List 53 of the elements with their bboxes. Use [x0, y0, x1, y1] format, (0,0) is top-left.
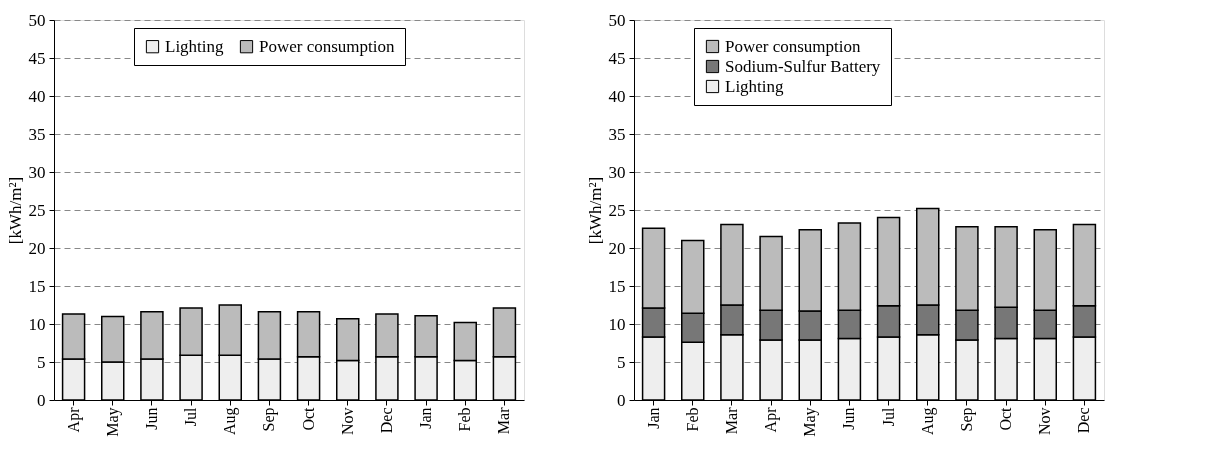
y-tick-label: 20: [608, 238, 626, 258]
x-tick-label: Apr: [64, 406, 83, 433]
x-tick-label: Dec: [377, 407, 395, 434]
y-tick-label: 0: [617, 390, 626, 410]
y-tick-label: 50: [608, 10, 626, 30]
y-axis-title: [kWh/m²]: [5, 176, 25, 245]
x-tick-label: Jan: [644, 407, 662, 429]
x-tick-label: Oct: [997, 406, 1015, 431]
y-tick-label: 25: [608, 200, 626, 220]
x-tick-label: Sep: [957, 407, 976, 432]
y-tick-label: 20: [28, 238, 46, 258]
legend-label: Lighting: [165, 36, 225, 56]
y-tick-label: 15: [28, 276, 46, 296]
x-tick-label: Jul: [182, 406, 200, 427]
y-tick-label: 25: [28, 200, 46, 220]
x-tick-label: Mar: [722, 406, 740, 435]
y-tick-label: 35: [608, 124, 626, 144]
x-tick-label: Jan: [417, 407, 435, 429]
x-tick-label: Feb: [683, 407, 701, 432]
x-tick-label: May: [103, 407, 122, 437]
x-tick-label: May: [801, 407, 820, 437]
x-tick-label: Jul: [879, 406, 897, 427]
y-tick-label: 40: [28, 86, 46, 106]
x-tick-label: Dec: [1075, 407, 1093, 434]
x-tick-label: Aug: [918, 407, 937, 436]
y-tick-label: 15: [608, 276, 626, 296]
y-tick-label: 40: [608, 86, 626, 106]
legend-label: Power consumption: [259, 36, 396, 56]
y-tick-label: 30: [28, 162, 46, 182]
y-tick-label: 5: [37, 352, 46, 372]
x-tick-label: Nov: [338, 407, 356, 436]
y-tick-label: 45: [28, 48, 46, 68]
y-tick-label: 45: [608, 48, 626, 68]
legend-label: Power consumption: [725, 36, 862, 56]
x-tick-label: Feb: [456, 407, 474, 432]
y-tick-label: 10: [608, 314, 626, 334]
y-tick-label: 50: [28, 10, 46, 30]
x-tick-label: Mar: [495, 406, 513, 435]
y-tick-label: 30: [608, 162, 626, 182]
y-tick-label: 35: [28, 124, 46, 144]
x-tick-label: Apr: [762, 406, 781, 433]
x-tick-label: Aug: [221, 407, 240, 436]
x-tick-label: Jun: [142, 407, 160, 430]
x-tick-label: Nov: [1036, 407, 1054, 436]
y-tick-label: 10: [28, 314, 46, 334]
y-tick-label: 5: [617, 352, 626, 372]
y-axis-title: [kWh/m²]: [585, 176, 605, 245]
legend-label: Lighting: [725, 76, 785, 96]
x-tick-label: Jun: [840, 407, 858, 430]
x-tick-label: Sep: [260, 407, 279, 432]
legend-label: Sodium-Sulfur Battery: [725, 56, 881, 76]
y-tick-label: 0: [37, 390, 46, 410]
x-tick-label: Oct: [299, 406, 317, 431]
